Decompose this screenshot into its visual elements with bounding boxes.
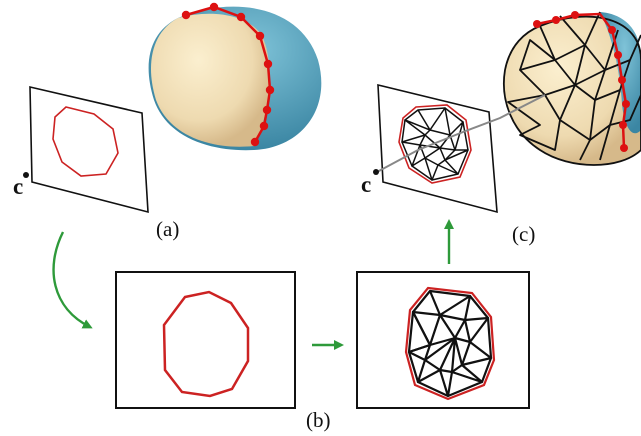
label-c: (c) [512,222,535,246]
shape-3d-meshed [503,11,641,166]
label-a: (a) [156,217,179,241]
arrow-a-to-b [52,231,93,329]
silhouette-curve-c [536,12,628,149]
boundary-polygon-c [398,104,472,184]
panel-a: c (a) [13,2,322,241]
image-plane-a [29,85,149,214]
triangulated-mesh-c [401,107,469,181]
triangulated-mesh-b2 [407,289,493,398]
label-b: (b) [306,408,331,432]
boundary-polygon-b2 [404,286,496,401]
projection-ray [376,94,546,173]
image-plane-c [377,83,498,214]
panel-c: c (c) [361,11,641,264]
boundary-polygon-a [52,106,119,177]
camera-label-a: c [13,174,23,199]
camera-label-c: c [361,172,371,197]
panel-b: (b) [52,231,530,432]
shape-3d-smooth [148,2,322,151]
image-box-b2 [356,271,530,409]
boundary-polygon-b1 [162,290,250,398]
image-box-b1 [115,271,296,409]
